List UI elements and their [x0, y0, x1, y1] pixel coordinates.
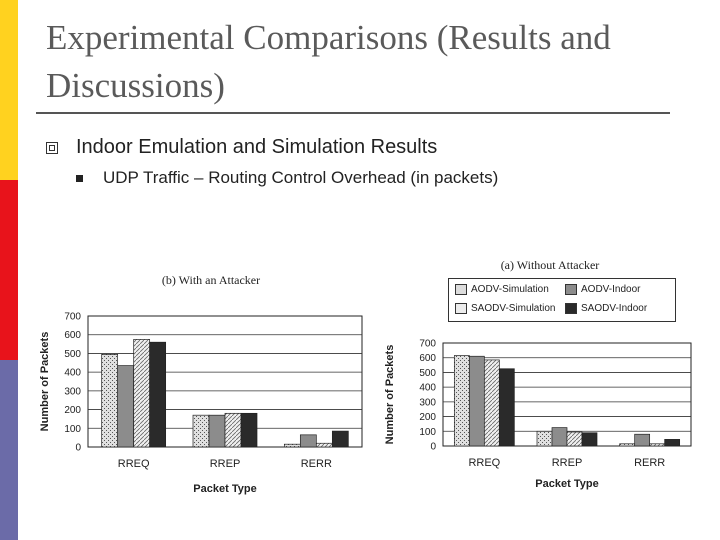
chart-title-with-attacker: (b) With an Attacker	[162, 273, 260, 287]
bar-without-attacker	[664, 439, 681, 447]
y-tick-label: 500	[419, 368, 436, 379]
slide-title: Experimental Comparisons (Results and Di…	[46, 18, 611, 105]
bar-without-attacker	[581, 432, 598, 447]
x-axis-label: Packet Type	[535, 478, 598, 490]
y-tick-label: 100	[64, 424, 81, 435]
bar-with-attacker	[315, 442, 333, 448]
legend-swatch	[455, 284, 467, 295]
y-tick-label: 400	[419, 383, 436, 394]
y-tick-label: 0	[75, 443, 81, 454]
legend-swatch	[455, 303, 467, 314]
title-divider	[36, 112, 670, 114]
chart-title-without-attacker: (a) Without Attacker	[501, 258, 600, 272]
x-tick-label: RREP	[210, 458, 241, 470]
bar-with-attacker	[240, 412, 258, 448]
sidebar-yellow-band	[0, 0, 18, 180]
legend-label: SAODV-Indoor	[581, 303, 648, 314]
filled-square-bullet-icon	[76, 174, 83, 182]
legend-item-saodv-indoor: SAODV-Indoor	[565, 303, 647, 314]
y-tick-label: 600	[64, 330, 81, 341]
y-tick-label: 400	[64, 368, 81, 379]
bar-without-attacker	[498, 368, 515, 447]
x-tick-label: RERR	[634, 457, 665, 469]
sidebar-stripe	[0, 0, 18, 540]
bar-without-attacker	[634, 433, 651, 447]
y-tick-label: 200	[419, 412, 436, 423]
legend-item-saodv-simulation: SAODV-Simulation	[455, 303, 555, 314]
bar-without-attacker	[566, 431, 583, 447]
legend-label: AODV-Indoor	[581, 284, 641, 295]
bar-without-attacker	[551, 427, 568, 447]
y-tick-label: 600	[419, 353, 436, 364]
x-tick-label: RREP	[552, 457, 583, 469]
x-axis-label: Packet Type	[193, 483, 256, 495]
bar-with-attacker	[208, 414, 226, 448]
x-tick-label: RREQ	[468, 457, 500, 469]
sidebar-red-band	[0, 180, 18, 360]
x-tick-label: RERR	[301, 458, 332, 470]
y-tick-label: 300	[419, 397, 436, 408]
bar-with-attacker	[331, 430, 349, 448]
legend-label: AODV-Simulation	[471, 284, 549, 295]
y-tick-label: 100	[419, 427, 436, 438]
bar-without-attacker	[619, 443, 636, 447]
square-bullet-icon	[46, 141, 58, 154]
bar-with-attacker	[101, 354, 119, 448]
sidebar-purple-band	[0, 360, 18, 540]
y-tick-label: 0	[430, 442, 436, 453]
bar-without-attacker	[536, 430, 553, 447]
bar-without-attacker	[468, 355, 485, 447]
y-tick-label: 700	[419, 339, 436, 350]
bar-without-attacker	[483, 359, 500, 447]
bar-with-attacker	[117, 365, 135, 448]
bullet-level2: UDP Traffic – Routing Control Overhead (…	[76, 168, 498, 188]
bar-with-attacker	[283, 443, 301, 448]
y-axis-label: Number of Packets	[39, 332, 51, 432]
legend-item-aodv-indoor: AODV-Indoor	[565, 284, 640, 295]
bar-with-attacker	[224, 412, 242, 448]
bar-with-attacker	[192, 414, 210, 448]
bullet-level2-text: UDP Traffic – Routing Control Overhead (…	[103, 168, 499, 187]
x-tick-label: RREQ	[118, 458, 150, 470]
bar-with-attacker	[299, 434, 317, 448]
y-tick-label: 700	[64, 312, 81, 323]
bar-with-attacker	[149, 341, 167, 448]
y-tick-label: 200	[64, 405, 81, 416]
legend-label: SAODV-Simulation	[471, 303, 556, 314]
bar-without-attacker	[453, 355, 470, 447]
bar-without-attacker	[649, 443, 666, 447]
y-tick-label: 500	[64, 349, 81, 360]
y-tick-label: 300	[64, 386, 81, 397]
bullet-level1: Indoor Emulation and Simulation Results	[46, 136, 437, 159]
bar-with-attacker	[133, 339, 151, 448]
legend-swatch	[565, 284, 577, 295]
chart-legend: AODV-Simulation AODV-Indoor SAODV-Simula…	[448, 278, 676, 322]
legend-item-aodv-simulation: AODV-Simulation	[455, 284, 549, 295]
legend-swatch	[565, 303, 577, 314]
bullet-level1-text: Indoor Emulation and Simulation Results	[76, 136, 438, 158]
y-axis-label: Number of Packets	[384, 345, 396, 445]
